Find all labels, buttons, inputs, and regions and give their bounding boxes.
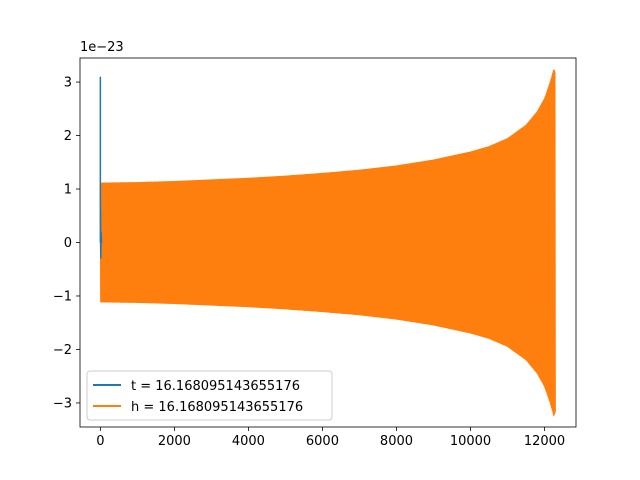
x-axis: 0 2000 4000 6000 8000 10000 12000 bbox=[96, 427, 565, 449]
y-scale-label: 1e−23 bbox=[80, 40, 124, 55]
legend-label-t: t = 16.168095143655176 bbox=[131, 379, 300, 394]
plot-content bbox=[99, 69, 556, 417]
y-tick-label: −2 bbox=[53, 343, 72, 358]
x-tick-label: 6000 bbox=[306, 434, 339, 449]
y-tick-label: 2 bbox=[64, 129, 72, 144]
x-tick-label: 10000 bbox=[450, 434, 491, 449]
y-tick-label: −3 bbox=[53, 396, 72, 411]
series-t-line bbox=[99, 76, 103, 259]
series-h-band bbox=[285, 69, 556, 417]
x-tick-label: 8000 bbox=[380, 434, 413, 449]
x-tick-label: 12000 bbox=[524, 434, 565, 449]
x-tick-label: 2000 bbox=[158, 434, 191, 449]
legend: t = 16.168095143655176 h = 16.1680951436… bbox=[86, 370, 333, 421]
legend-label-h: h = 16.168095143655176 bbox=[131, 400, 303, 415]
x-tick-label: 4000 bbox=[232, 434, 265, 449]
y-tick-label: 0 bbox=[64, 236, 72, 251]
legend-box bbox=[86, 370, 333, 421]
y-axis: −3 −2 −1 0 1 2 3 bbox=[53, 76, 80, 411]
y-tick-label: 3 bbox=[64, 76, 72, 91]
x-tick-label: 0 bbox=[96, 434, 104, 449]
y-tick-label: −1 bbox=[53, 289, 72, 304]
y-tick-label: 1 bbox=[64, 183, 72, 198]
